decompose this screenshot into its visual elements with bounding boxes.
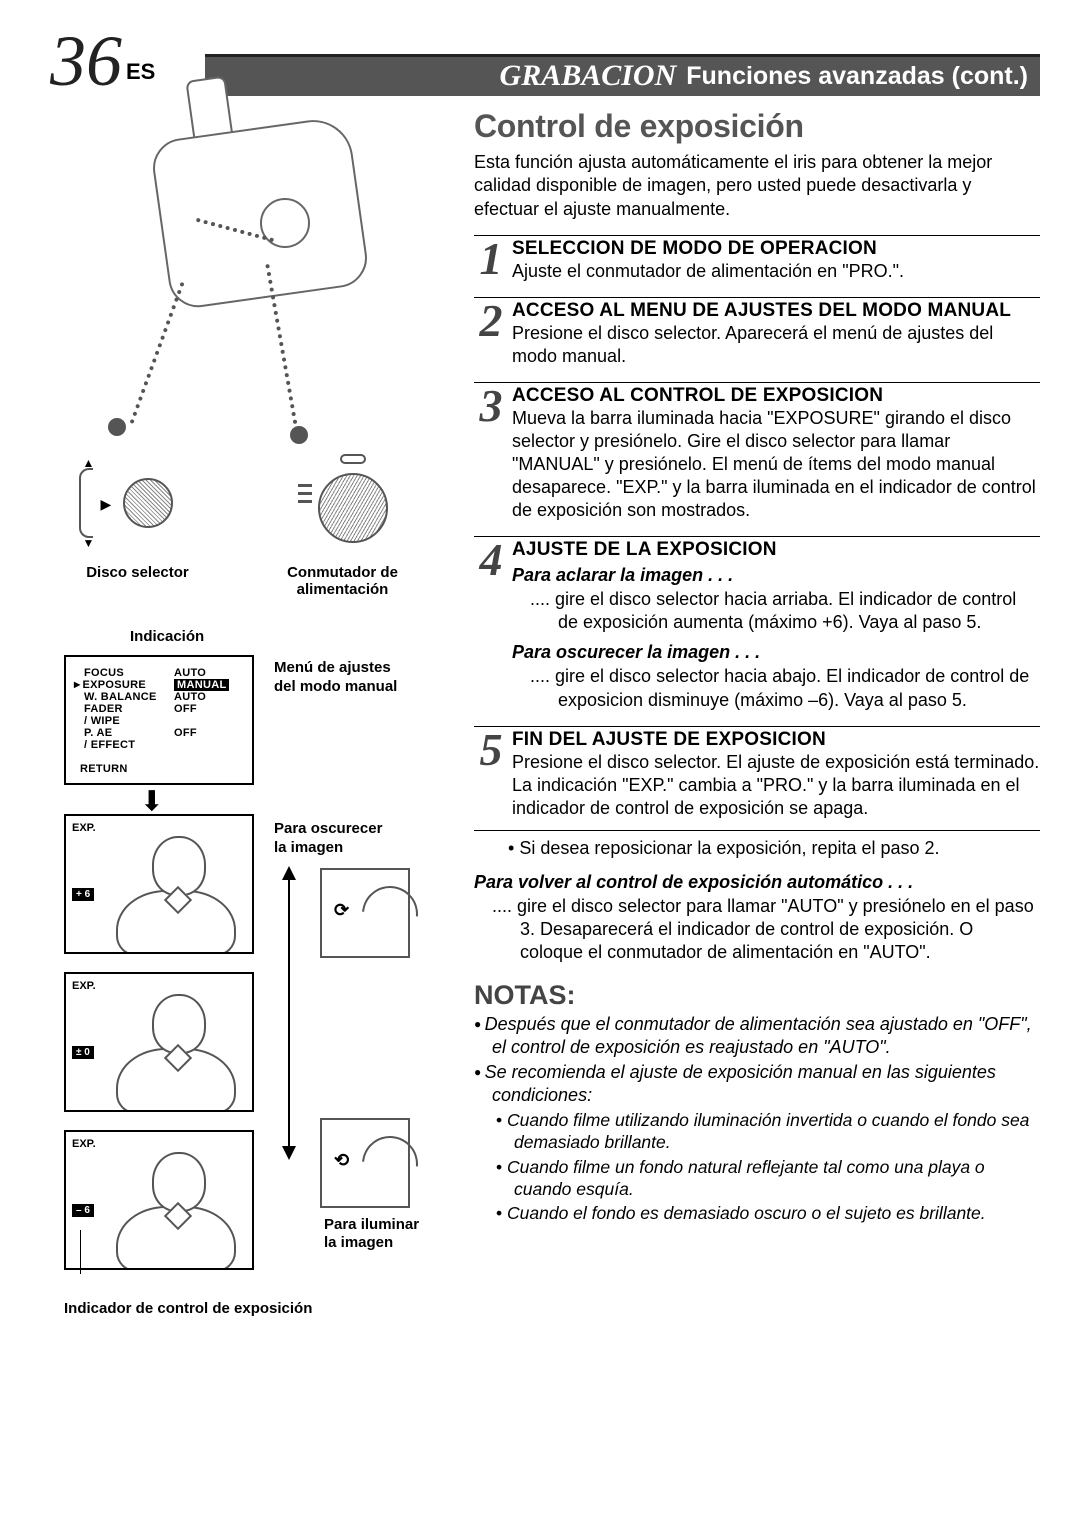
step-5: 5 FIN DEL AJUSTE DE EXPOSICION Presione … bbox=[474, 726, 1040, 820]
menu-item-left: / WIPE bbox=[74, 715, 174, 727]
nota-1-text: Después que el conmutador de alimentació… bbox=[485, 1014, 1032, 1057]
exp-value-high: + 6 bbox=[72, 888, 94, 901]
menu-item-left: FADER bbox=[74, 703, 174, 715]
darken-1: Para oscurecer bbox=[274, 820, 382, 837]
sub-darken-text: gire el disco selector hacia abajo. El i… bbox=[512, 665, 1040, 711]
exposure-display-mid: EXP. ± 0 bbox=[64, 972, 254, 1112]
indicacion-label: Indicación bbox=[130, 628, 430, 645]
vertical-arrow-icon bbox=[288, 868, 290, 1158]
bullet-text: Si desea reposicionar la exposición, rep… bbox=[519, 838, 939, 858]
menu-item-left: EXPOSURE bbox=[74, 679, 174, 691]
conmutador-label-1: Conmutador de bbox=[287, 564, 398, 581]
right-column: Control de exposición Esta función ajust… bbox=[430, 108, 1040, 1317]
nota-sub-1-text: Cuando filme utilizando iluminación inve… bbox=[507, 1110, 1029, 1152]
exposure-display-low: EXP. – 6 bbox=[64, 1130, 254, 1270]
menu-item-right: AUTO bbox=[174, 691, 206, 703]
step-text: Mueva la barra iluminada hacia "EXPOSURE… bbox=[512, 407, 1040, 522]
step-number: 3 bbox=[474, 385, 508, 522]
darken-2: la imagen bbox=[274, 839, 343, 856]
sub1-text: gire el disco selector hacia arriaba. El… bbox=[555, 589, 1016, 632]
nota-2-text: Se recomienda el ajuste de exposición ma… bbox=[485, 1062, 996, 1105]
auto-return-title: Para volver al control de exposición aut… bbox=[474, 872, 1040, 893]
down-arrow-icon: ➡ bbox=[141, 788, 163, 811]
sub2-text: gire el disco selector hacia abajo. El i… bbox=[555, 666, 1029, 709]
conmutador-label-2: alimentación bbox=[297, 581, 389, 598]
menu-caption: Menú de ajustes del modo manual bbox=[274, 655, 414, 697]
header-title-emph: GRABACION bbox=[500, 59, 677, 93]
dial-down-diagram: ⟳ bbox=[320, 868, 410, 958]
lang-label: ES bbox=[126, 59, 155, 85]
nota-2: Se recomienda el ajuste de exposición ma… bbox=[474, 1061, 1040, 1107]
step-title: ACCESO AL MENU DE AJUSTES DEL MODO MANUA… bbox=[512, 300, 1040, 322]
notas-title: NOTAS: bbox=[474, 980, 1040, 1011]
auto-return-text: gire el disco selector para llamar "AUTO… bbox=[474, 895, 1040, 964]
header-title-bar: GRABACION Funciones avanzadas (cont.) bbox=[205, 54, 1040, 96]
disco-selector-diagram: ▲ ▼ ▶ bbox=[73, 448, 203, 558]
control-diagrams: ▲ ▼ ▶ Disco selector Conmutador de alime… bbox=[50, 448, 430, 598]
sub-brighten-title: Para aclarar la imagen . . . bbox=[512, 565, 1040, 586]
step-number: 4 bbox=[474, 539, 508, 711]
nota-sub-2-text: Cuando filme un fondo natural reflejante… bbox=[507, 1157, 985, 1199]
step-title: FIN DEL AJUSTE DE EXPOSICION bbox=[512, 729, 1040, 751]
nota-sub-2: Cuando filme un fondo natural reflejante… bbox=[474, 1156, 1040, 1201]
sub-brighten-text: gire el disco selector hacia arriaba. El… bbox=[512, 588, 1040, 634]
conmutador-label: Conmutador de alimentación bbox=[278, 564, 408, 598]
exp-value-low: – 6 bbox=[72, 1204, 94, 1217]
indicator-caption: Indicador de control de exposición bbox=[64, 1300, 430, 1317]
section-desc: Esta función ajusta automáticamente el i… bbox=[474, 151, 1040, 221]
exp-label: EXP. bbox=[72, 980, 96, 992]
step-title: AJUSTE DE LA EXPOSICION bbox=[512, 539, 1040, 561]
camcorder-illustration bbox=[90, 108, 390, 378]
step-1: 1 SELECCION DE MODO DE OPERACION Ajuste … bbox=[474, 235, 1040, 283]
menu-item-left: FOCUS bbox=[74, 667, 174, 679]
menu-item-right: MANUAL bbox=[174, 679, 229, 691]
nota-sub-1: Cuando filme utilizando iluminación inve… bbox=[474, 1109, 1040, 1154]
power-switch-diagram bbox=[278, 448, 408, 558]
step-text: Presione el disco selector. El ajuste de… bbox=[512, 751, 1040, 820]
step-number: 5 bbox=[474, 729, 508, 820]
sub-darken-title: Para oscurecer la imagen . . . bbox=[512, 642, 1040, 663]
exposure-display-high: EXP. + 6 bbox=[64, 814, 254, 954]
auto-text: gire el disco selector para llamar "AUTO… bbox=[517, 896, 1034, 962]
menu-item-right: AUTO bbox=[174, 667, 206, 679]
step-title: SELECCION DE MODO DE OPERACION bbox=[512, 238, 1040, 260]
step-text: Ajuste el conmutador de alimentación en … bbox=[512, 260, 1040, 283]
header-title-rest: Funciones avanzadas (cont.) bbox=[686, 62, 1028, 91]
menu-item-left: W. BALANCE bbox=[74, 691, 174, 703]
brighten-label: Para iluminar la imagen bbox=[324, 1216, 474, 1254]
brighten-2: la imagen bbox=[324, 1234, 393, 1251]
exp-label: EXP. bbox=[72, 1138, 96, 1150]
disco-label: Disco selector bbox=[73, 564, 203, 581]
manual-mode-menu: FOCUSAUTOEXPOSUREMANUALW. BALANCEAUTOFAD… bbox=[64, 655, 254, 785]
menu-item-left: / EFFECT bbox=[74, 739, 174, 751]
page-number: 36 bbox=[50, 20, 122, 103]
menu-return: RETURN bbox=[74, 763, 246, 775]
menu-item-left: P. AE bbox=[74, 727, 174, 739]
step-4: 4 AJUSTE DE LA EXPOSICION Para aclarar l… bbox=[474, 536, 1040, 711]
nota-1: Después que el conmutador de alimentació… bbox=[474, 1013, 1040, 1059]
menu-caption-1: Menú de ajustes bbox=[274, 659, 391, 676]
section-title: Control de exposición bbox=[474, 108, 1040, 145]
exp-label: EXP. bbox=[72, 822, 96, 834]
menu-row: FOCUSAUTOEXPOSUREMANUALW. BALANCEAUTOFAD… bbox=[50, 655, 430, 785]
menu-item-right: OFF bbox=[174, 727, 197, 739]
left-column: ▲ ▼ ▶ Disco selector Conmutador de alime… bbox=[50, 108, 430, 1317]
step-number: 1 bbox=[474, 238, 508, 283]
nota-sub-3-text: Cuando el fondo es demasiado oscuro o el… bbox=[507, 1203, 986, 1223]
darken-label: Para oscurecer la imagen bbox=[274, 820, 424, 858]
main-content: ▲ ▼ ▶ Disco selector Conmutador de alime… bbox=[50, 108, 1040, 1317]
reposition-note: Si desea reposicionar la exposición, rep… bbox=[508, 837, 1040, 860]
step-2: 2 ACCESO AL MENU DE AJUSTES DEL MODO MAN… bbox=[474, 297, 1040, 368]
brighten-1: Para iluminar bbox=[324, 1216, 419, 1233]
dial-up-diagram: ⟲ bbox=[320, 1118, 410, 1208]
nota-sub-3: Cuando el fondo es demasiado oscuro o el… bbox=[474, 1202, 1040, 1224]
step-text: Presione el disco selector. Aparecerá el… bbox=[512, 322, 1040, 368]
step-3: 3 ACCESO AL CONTROL DE EXPOSICION Mueva … bbox=[474, 382, 1040, 522]
exp-value-mid: ± 0 bbox=[72, 1046, 94, 1059]
step-number: 2 bbox=[474, 300, 508, 368]
menu-item-right: OFF bbox=[174, 703, 197, 715]
menu-caption-2: del modo manual bbox=[274, 678, 397, 695]
step-title: ACCESO AL CONTROL DE EXPOSICION bbox=[512, 385, 1040, 407]
